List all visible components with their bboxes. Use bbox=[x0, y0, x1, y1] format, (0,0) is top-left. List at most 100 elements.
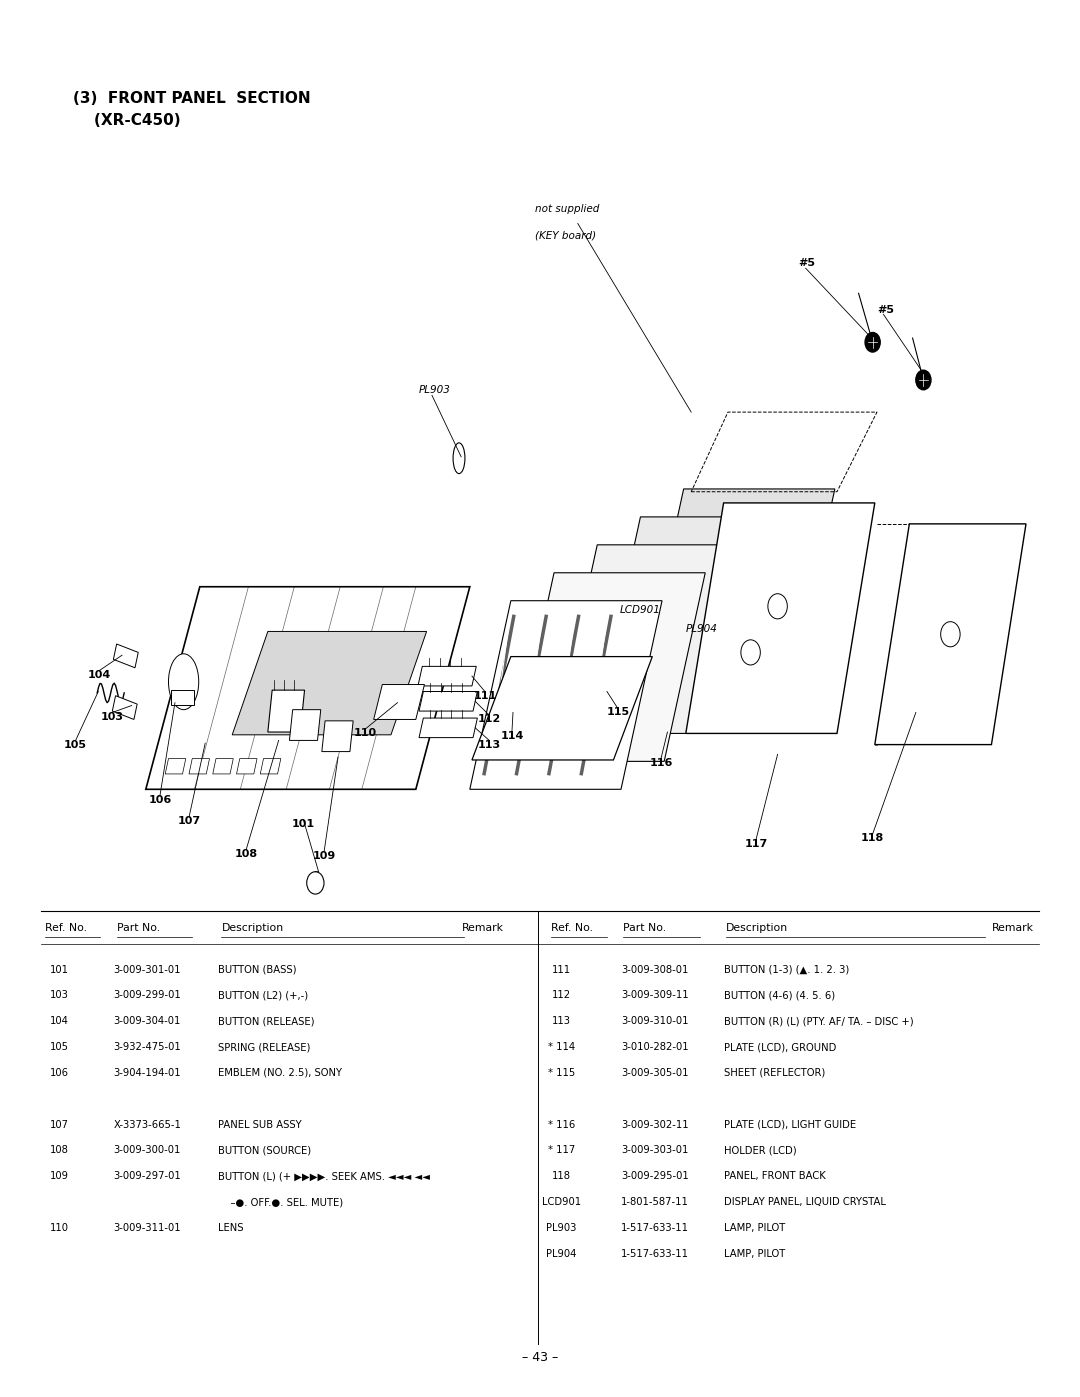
Text: PL904: PL904 bbox=[686, 623, 718, 634]
Polygon shape bbox=[374, 685, 424, 719]
Circle shape bbox=[768, 594, 787, 619]
Polygon shape bbox=[556, 545, 748, 733]
Text: 117: 117 bbox=[744, 838, 768, 849]
Text: 1-517-633-11: 1-517-633-11 bbox=[621, 1249, 689, 1259]
Text: 3-009-300-01: 3-009-300-01 bbox=[113, 1146, 180, 1155]
Text: 3-904-194-01: 3-904-194-01 bbox=[113, 1067, 181, 1078]
Polygon shape bbox=[260, 759, 281, 774]
Text: 101: 101 bbox=[292, 819, 315, 830]
Polygon shape bbox=[875, 524, 1026, 745]
Circle shape bbox=[865, 332, 880, 352]
Text: #5: #5 bbox=[877, 305, 894, 316]
Text: 1-801-587-11: 1-801-587-11 bbox=[621, 1197, 689, 1207]
Text: 112: 112 bbox=[552, 990, 571, 1000]
Text: (KEY board): (KEY board) bbox=[535, 231, 596, 240]
Circle shape bbox=[941, 622, 960, 647]
Text: 111: 111 bbox=[473, 690, 497, 701]
Polygon shape bbox=[513, 573, 705, 761]
Text: 3-009-310-01: 3-009-310-01 bbox=[621, 1016, 689, 1027]
Text: 3-009-304-01: 3-009-304-01 bbox=[113, 1016, 180, 1027]
Text: (XR-C450): (XR-C450) bbox=[73, 113, 181, 129]
Text: 111: 111 bbox=[552, 964, 571, 975]
Text: LAMP, PILOT: LAMP, PILOT bbox=[724, 1222, 785, 1234]
Text: 118: 118 bbox=[552, 1171, 571, 1182]
Text: 116: 116 bbox=[649, 757, 673, 768]
Circle shape bbox=[916, 370, 931, 390]
Text: 110: 110 bbox=[50, 1222, 69, 1234]
Text: BUTTON (SOURCE): BUTTON (SOURCE) bbox=[218, 1146, 311, 1155]
Text: 3-009-301-01: 3-009-301-01 bbox=[113, 964, 180, 975]
Text: LENS: LENS bbox=[218, 1222, 244, 1234]
Text: * 117: * 117 bbox=[548, 1146, 576, 1155]
Text: 3-009-295-01: 3-009-295-01 bbox=[621, 1171, 689, 1182]
Text: #5: #5 bbox=[798, 257, 815, 268]
Text: not supplied: not supplied bbox=[535, 204, 599, 214]
Text: 113: 113 bbox=[552, 1016, 571, 1027]
Polygon shape bbox=[237, 759, 257, 774]
Text: 115: 115 bbox=[606, 707, 630, 718]
Polygon shape bbox=[322, 721, 353, 752]
Text: 104: 104 bbox=[87, 669, 111, 680]
Polygon shape bbox=[686, 503, 875, 733]
Text: 1-517-633-11: 1-517-633-11 bbox=[621, 1222, 689, 1234]
Text: 105: 105 bbox=[50, 1042, 69, 1052]
Text: BUTTON (BASS): BUTTON (BASS) bbox=[218, 964, 297, 975]
Text: 104: 104 bbox=[50, 1016, 69, 1027]
Text: Remark: Remark bbox=[991, 922, 1034, 933]
Polygon shape bbox=[232, 631, 427, 735]
Text: 108: 108 bbox=[234, 848, 258, 859]
Text: PANEL, FRONT BACK: PANEL, FRONT BACK bbox=[724, 1171, 825, 1182]
Text: 108: 108 bbox=[50, 1146, 69, 1155]
Text: BUTTON (L2) (+,-): BUTTON (L2) (+,-) bbox=[218, 990, 308, 1000]
Text: 106: 106 bbox=[148, 795, 172, 806]
Text: 103: 103 bbox=[50, 990, 69, 1000]
Text: 107: 107 bbox=[50, 1119, 69, 1130]
Text: 106: 106 bbox=[50, 1067, 69, 1078]
Text: 101: 101 bbox=[50, 964, 69, 975]
Polygon shape bbox=[268, 690, 305, 732]
Text: PLATE (LCD), LIGHT GUIDE: PLATE (LCD), LIGHT GUIDE bbox=[724, 1119, 855, 1130]
Polygon shape bbox=[189, 759, 210, 774]
Text: * 114: * 114 bbox=[548, 1042, 576, 1052]
Text: PANEL SUB ASSY: PANEL SUB ASSY bbox=[218, 1119, 301, 1130]
Text: * 115: * 115 bbox=[548, 1067, 576, 1078]
Text: Ref. No.: Ref. No. bbox=[45, 922, 87, 933]
Text: PL903: PL903 bbox=[419, 384, 451, 395]
Text: Description: Description bbox=[221, 922, 284, 933]
Text: 107: 107 bbox=[177, 816, 201, 827]
Polygon shape bbox=[419, 692, 477, 711]
Text: 3-932-475-01: 3-932-475-01 bbox=[113, 1042, 181, 1052]
Bar bbox=[171, 690, 194, 705]
Text: LCD901: LCD901 bbox=[620, 605, 661, 616]
Text: 3-009-305-01: 3-009-305-01 bbox=[621, 1067, 689, 1078]
Polygon shape bbox=[112, 696, 137, 719]
Text: LCD901: LCD901 bbox=[542, 1197, 581, 1207]
Text: 110: 110 bbox=[353, 728, 377, 739]
Text: 3-009-302-11: 3-009-302-11 bbox=[621, 1119, 689, 1130]
Text: Description: Description bbox=[726, 922, 788, 933]
Circle shape bbox=[307, 872, 324, 894]
Text: Part No.: Part No. bbox=[117, 922, 160, 933]
Polygon shape bbox=[470, 601, 662, 789]
Text: 103: 103 bbox=[100, 711, 124, 722]
Text: EMBLEM (NO. 2.5), SONY: EMBLEM (NO. 2.5), SONY bbox=[218, 1067, 342, 1078]
Text: SHEET (REFLECTOR): SHEET (REFLECTOR) bbox=[724, 1067, 825, 1078]
Text: BUTTON (L) (+ ▶▶▶▶. SEEK AMS. ◄◄◄ ◄◄: BUTTON (L) (+ ▶▶▶▶. SEEK AMS. ◄◄◄ ◄◄ bbox=[218, 1171, 430, 1182]
Text: 3-009-297-01: 3-009-297-01 bbox=[113, 1171, 181, 1182]
Circle shape bbox=[741, 640, 760, 665]
Text: BUTTON (4-6) (4. 5. 6): BUTTON (4-6) (4. 5. 6) bbox=[724, 990, 835, 1000]
Text: 3-009-303-01: 3-009-303-01 bbox=[621, 1146, 688, 1155]
Polygon shape bbox=[113, 644, 138, 668]
Text: –●. OFF.●. SEL. MUTE): –●. OFF.●. SEL. MUTE) bbox=[218, 1197, 343, 1207]
Text: PL903: PL903 bbox=[546, 1222, 577, 1234]
Text: 112: 112 bbox=[477, 714, 501, 725]
Text: PL904: PL904 bbox=[546, 1249, 577, 1259]
Text: 113: 113 bbox=[477, 739, 501, 750]
Text: Part No.: Part No. bbox=[623, 922, 666, 933]
Text: BUTTON (1-3) (▲. 1. 2. 3): BUTTON (1-3) (▲. 1. 2. 3) bbox=[724, 964, 849, 975]
Polygon shape bbox=[146, 587, 470, 789]
Polygon shape bbox=[599, 517, 792, 705]
Text: – 43 –: – 43 – bbox=[522, 1351, 558, 1365]
Text: SPRING (RELEASE): SPRING (RELEASE) bbox=[218, 1042, 311, 1052]
Text: 109: 109 bbox=[50, 1171, 69, 1182]
